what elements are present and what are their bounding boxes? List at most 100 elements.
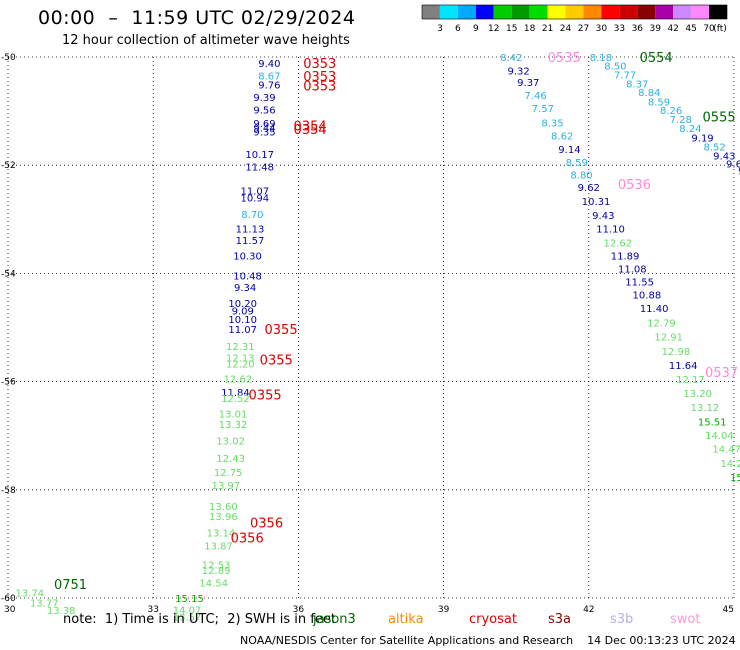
wave-height-point: 10.20 xyxy=(228,299,257,310)
y-tick-label: -50 xyxy=(1,53,16,63)
wave-height-point: 9.43 xyxy=(713,151,735,162)
colorbar-swatch xyxy=(619,5,638,19)
wave-height-point: 8.37 xyxy=(626,80,648,91)
wave-height-point: 9.37 xyxy=(517,78,539,89)
wave-height-point: 7.28 xyxy=(670,115,692,126)
colorbar-swatch xyxy=(673,5,692,19)
wave-height-point: 13.57 xyxy=(173,612,202,623)
wave-height-point: 8.50 xyxy=(604,62,626,73)
wave-height-point: 13.12 xyxy=(691,403,720,414)
colorbar-label: 12 xyxy=(488,24,499,34)
wave-height-point: 10.30 xyxy=(233,252,262,263)
x-tick-label: 33 xyxy=(147,605,158,615)
legend-altika: altika xyxy=(388,612,424,627)
wave-height-point: 12.62 xyxy=(604,239,633,250)
wave-height-point: 10.48 xyxy=(233,272,262,283)
wave-height-point: 13.38 xyxy=(47,606,76,617)
wave-height-point: 12.53 xyxy=(202,560,231,571)
colorbar-label: 33 xyxy=(614,24,625,34)
x-tick-label: 39 xyxy=(438,605,450,615)
wave-height-point: 12.62 xyxy=(224,374,253,385)
wave-height-point: 11.07 xyxy=(228,325,257,336)
wave-height-point: 13.01 xyxy=(219,410,248,421)
wave-height-point: 11.57 xyxy=(236,236,265,247)
legend-swot: swot xyxy=(670,612,701,627)
wave-height-point: 10.31 xyxy=(582,197,611,208)
wave-height-point: 14.07 xyxy=(173,605,202,616)
colorbar-label: 36 xyxy=(632,24,644,34)
wave-height-point: 11.55 xyxy=(625,278,654,289)
pass-time-label: 0535 xyxy=(548,51,581,66)
colorbar-label: 24 xyxy=(560,24,572,34)
wave-height-point: 8.24 xyxy=(679,124,701,135)
pass-time-label: 0536 xyxy=(618,178,651,193)
data-points: 9.408.679.769.399.569.699.449.3510.1711.… xyxy=(15,53,740,623)
wave-height-point: 8.18 xyxy=(590,53,612,64)
wave-height-point: 7.57 xyxy=(532,104,554,115)
wave-height-point: 8.35 xyxy=(541,118,563,129)
pass-time-label: 0537 xyxy=(705,366,738,381)
wave-height-point: 8.67 xyxy=(258,71,280,82)
wave-height-point: 13.02 xyxy=(216,437,245,448)
pass-time-label: 0353 xyxy=(303,80,336,95)
wave-height-point: 11.10 xyxy=(596,224,625,235)
wave-height-point: 10.94 xyxy=(241,194,270,205)
colorbar-swatch xyxy=(493,5,512,19)
pass-time-label: 0554 xyxy=(640,51,673,66)
colorbar-swatch xyxy=(565,5,584,19)
colorbar-label: 30 xyxy=(596,24,608,34)
chart-title: 00:00 – 11:59 UTC 02/29/2024 xyxy=(38,7,356,29)
wave-height-point: 12.91 xyxy=(654,333,683,344)
wave-height-point: 12.43 xyxy=(216,454,245,465)
colorbar-swatch xyxy=(547,5,566,19)
x-tick-label: 42 xyxy=(583,605,594,615)
wave-height-point: 8.84 xyxy=(638,88,660,99)
wave-height-point: 12.79 xyxy=(647,319,676,330)
wave-height-point: 8.59 xyxy=(566,158,588,169)
colorbar-swatch xyxy=(422,5,440,19)
wave-height-point: 15.51 xyxy=(698,418,727,429)
y-tick-label: -60 xyxy=(1,594,16,604)
wave-height-point: 14.54 xyxy=(199,578,228,589)
pass-time-label: 0354 xyxy=(294,123,327,138)
wave-height-point: 11.64 xyxy=(669,361,698,372)
wave-height-point: 8.52 xyxy=(704,142,726,153)
wave-height-point: 14.04 xyxy=(705,431,734,442)
wave-height-point: 8.42 xyxy=(500,53,522,64)
wave-height-point: 11.48 xyxy=(245,162,274,173)
wave-height-point: 13.32 xyxy=(219,420,248,431)
pass-time-label: 0555 xyxy=(703,111,736,126)
colorbar-swatch xyxy=(601,5,620,19)
y-tick-label: -54 xyxy=(1,269,16,279)
legend-s3b: s3b xyxy=(610,612,634,627)
wave-height-point: 11.89 xyxy=(611,252,640,263)
wave-height-point: 9.76 xyxy=(258,81,280,92)
wave-height-point: 7.46 xyxy=(524,91,546,102)
wave-height-point: 13.14 xyxy=(207,529,236,540)
wave-height-point: 9.6 xyxy=(726,160,740,171)
wave-height-point: 12.17 xyxy=(676,375,705,386)
pass-time-label: 0355 xyxy=(265,323,298,338)
wave-height-point: 13.74 xyxy=(15,589,44,600)
wave-height-point: 11.40 xyxy=(640,304,669,315)
colorbar-swatch xyxy=(655,5,674,19)
wave-height-point: 13.20 xyxy=(683,389,712,400)
pass-time-label: 0355 xyxy=(260,353,293,368)
wave-height-point: 8.59 xyxy=(648,97,670,108)
colorbar-label: 21 xyxy=(542,24,553,34)
wave-height-point: 13.97 xyxy=(211,481,240,492)
wave-height-point: 13.96 xyxy=(209,512,238,523)
wave-height-point: 13.87 xyxy=(204,542,233,553)
wave-height-point: 12.52 xyxy=(221,394,250,405)
wave-height-point: 9.56 xyxy=(253,105,275,116)
colorbar-swatch xyxy=(511,5,530,19)
colorbar-label: 15 xyxy=(506,24,517,34)
colorbar-swatch xyxy=(637,5,656,19)
colorbar: 3 6 9 12 15 18 21 24 27 30 33 36 39 42 45 70(ft) xyxy=(421,4,728,34)
pass-time-label: 0751 xyxy=(54,578,87,593)
colorbar-swatch xyxy=(457,5,476,19)
wave-height-point: 15 xyxy=(730,473,740,484)
y-tick-label: -52 xyxy=(1,161,16,171)
y-tick-label: -56 xyxy=(1,378,16,388)
